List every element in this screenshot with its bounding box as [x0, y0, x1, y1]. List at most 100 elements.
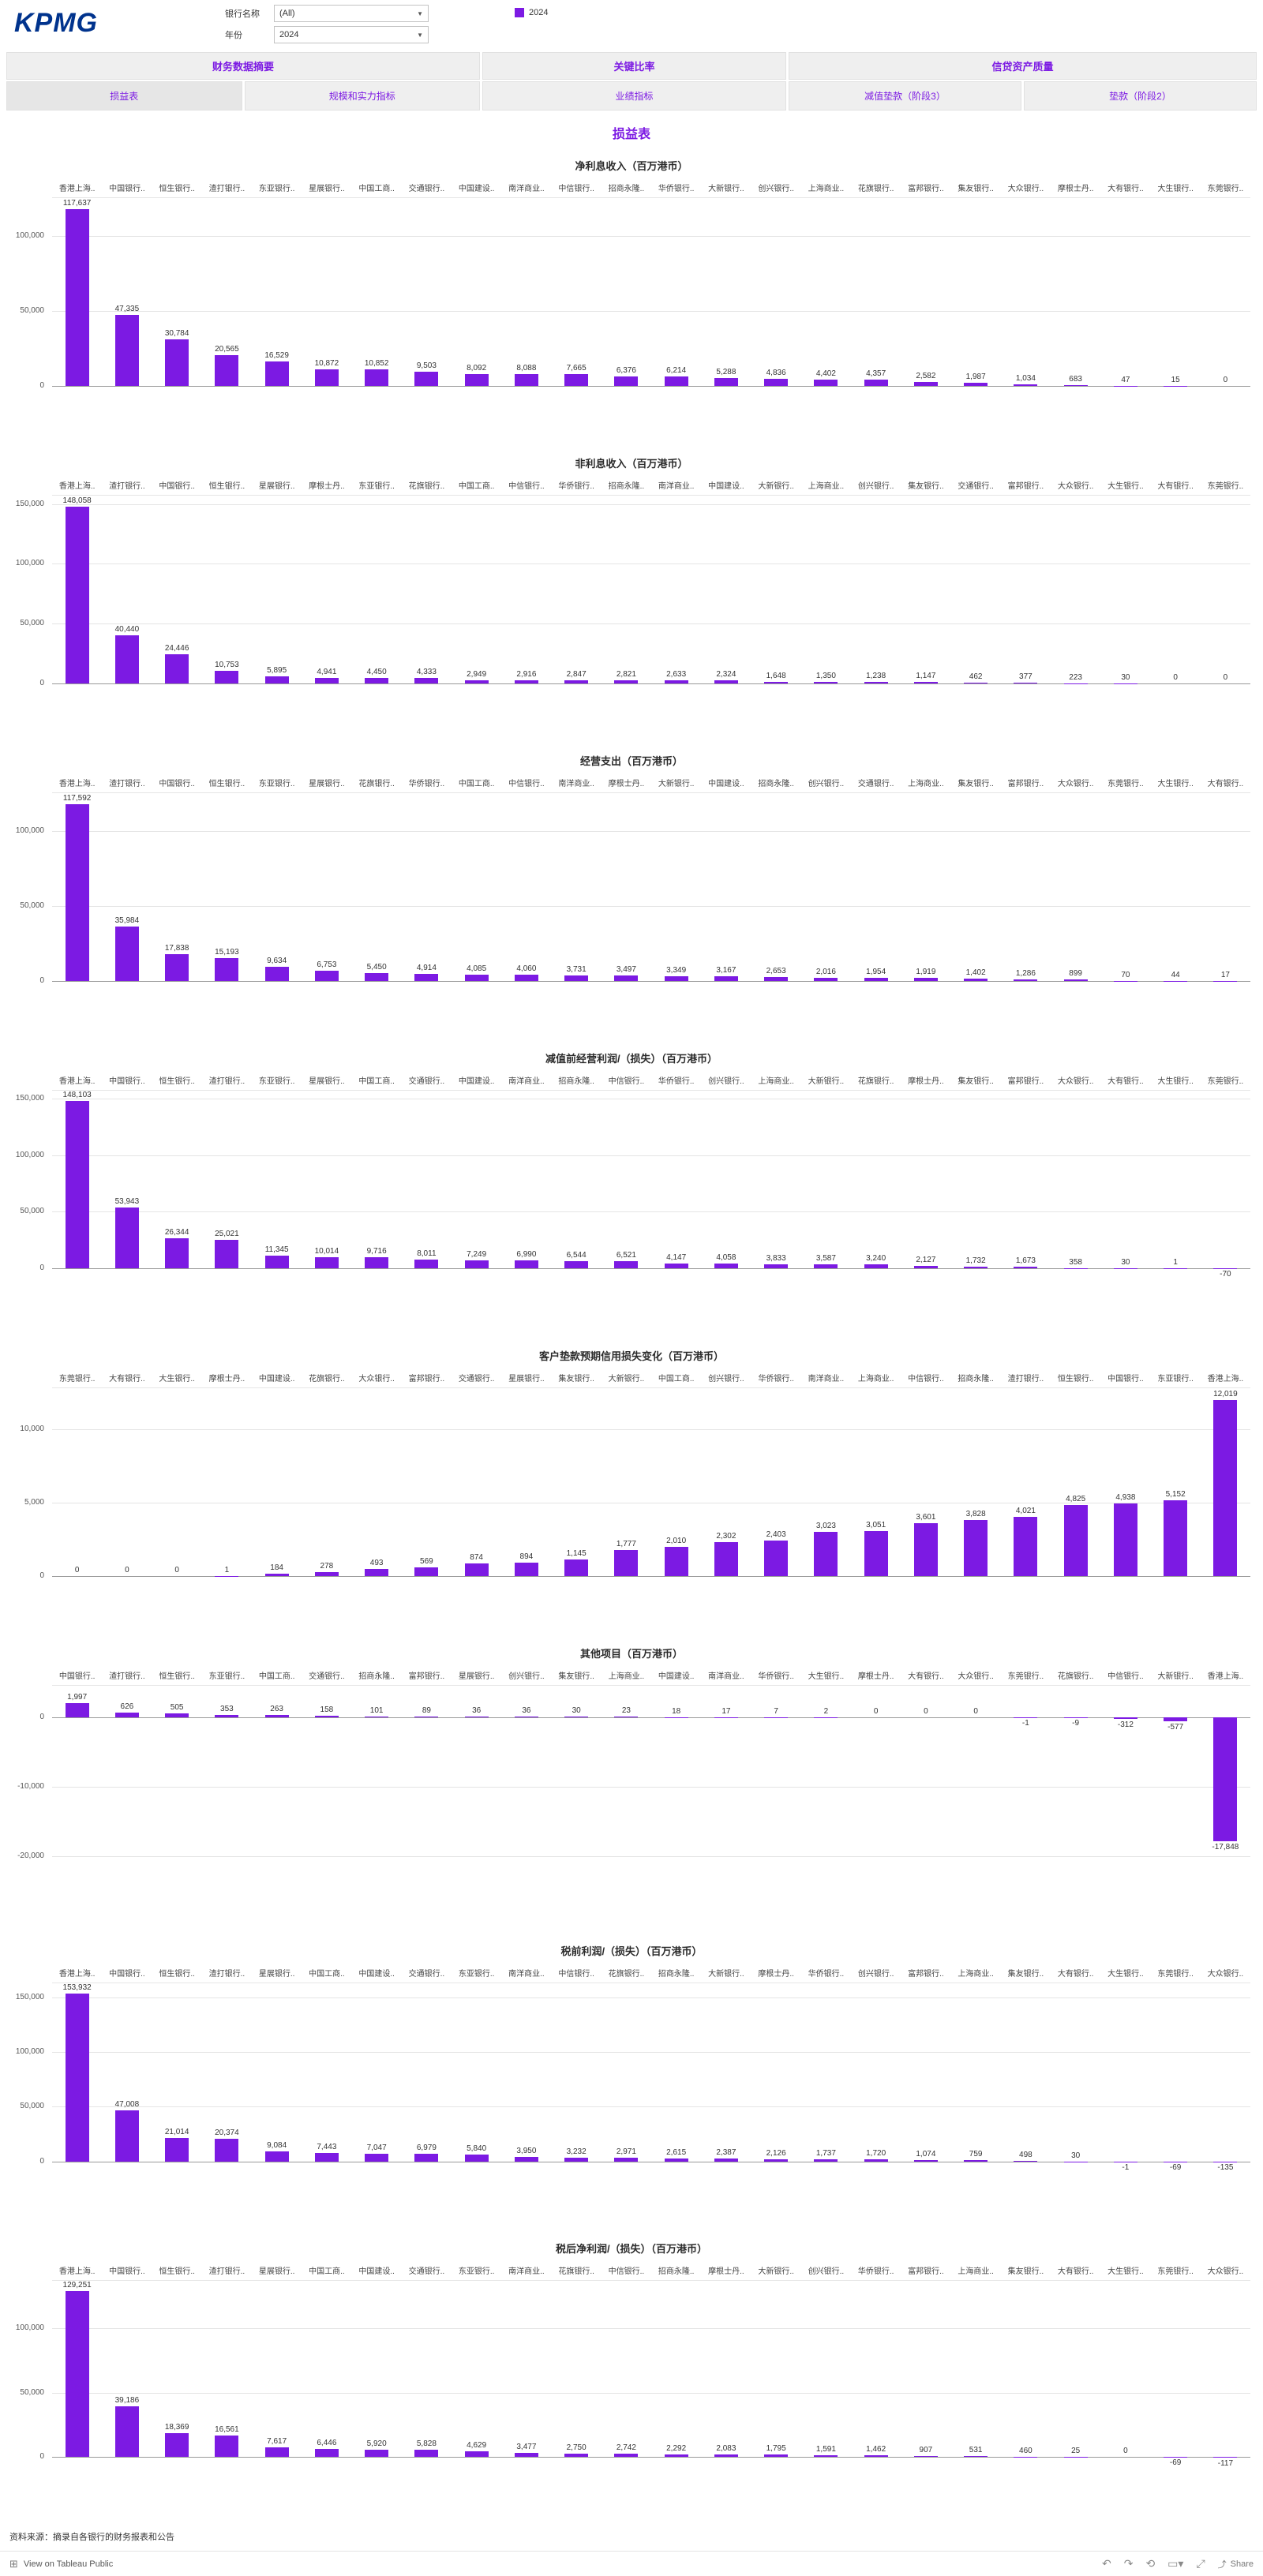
bar[interactable] [414, 2153, 439, 2162]
bar[interactable] [264, 2151, 289, 2162]
bar[interactable] [564, 680, 589, 683]
bar[interactable] [414, 973, 439, 981]
bar[interactable] [365, 2153, 389, 2162]
bar[interactable] [714, 1717, 738, 1718]
bar[interactable] [913, 1266, 938, 1269]
year-dropdown[interactable]: 2024 ▼ [274, 26, 429, 43]
bar[interactable] [464, 975, 489, 981]
bar[interactable] [1063, 1267, 1088, 1269]
year-legend[interactable]: 2024 [515, 8, 548, 17]
bar[interactable] [464, 373, 489, 386]
fullscreen-icon[interactable]: ⤢ [1196, 2557, 1205, 2570]
bar[interactable] [864, 978, 888, 981]
bar[interactable] [165, 1238, 189, 1269]
bar[interactable] [215, 958, 239, 981]
bar[interactable] [614, 680, 639, 683]
bar[interactable] [614, 1260, 639, 1269]
bar[interactable] [764, 1717, 789, 1718]
bar[interactable] [864, 1531, 888, 1576]
bar[interactable] [365, 1568, 389, 1576]
bar[interactable] [564, 1260, 589, 1269]
bar[interactable] [814, 978, 838, 981]
bar[interactable] [215, 354, 239, 386]
bar[interactable] [964, 1266, 988, 1269]
bar[interactable] [514, 680, 538, 683]
bar[interactable] [264, 1573, 289, 1576]
bar[interactable] [215, 2436, 239, 2458]
bar[interactable] [365, 369, 389, 386]
bar[interactable] [1014, 1517, 1038, 1576]
bar[interactable] [215, 1240, 239, 1269]
bar[interactable] [964, 979, 988, 981]
bar[interactable] [764, 1541, 789, 1576]
bar[interactable] [165, 1713, 189, 1717]
bar[interactable] [664, 975, 688, 981]
bar[interactable] [1164, 1717, 1188, 1721]
bar[interactable] [215, 670, 239, 683]
bar[interactable] [414, 1259, 439, 1269]
bar[interactable] [314, 971, 339, 981]
bar[interactable] [264, 966, 289, 981]
tab-impaired-advances-stage3[interactable]: 减值垫款（阶段3） [789, 81, 1021, 110]
bar[interactable] [464, 1260, 489, 1269]
bank-name-dropdown[interactable]: (All) ▼ [274, 5, 429, 22]
bar[interactable] [464, 2155, 489, 2162]
bar[interactable] [264, 1715, 289, 1717]
redo-icon[interactable]: ↷ [1123, 2557, 1134, 2570]
bar[interactable] [664, 1546, 688, 1576]
bar[interactable] [314, 1716, 339, 1717]
bar[interactable] [814, 681, 838, 683]
bar[interactable] [264, 1255, 289, 1269]
bar[interactable] [764, 378, 789, 386]
bar[interactable] [264, 2447, 289, 2458]
bar[interactable] [514, 975, 538, 981]
bar[interactable] [365, 972, 389, 981]
bar[interactable] [1213, 1717, 1238, 1841]
bar[interactable] [1113, 385, 1137, 387]
bar[interactable] [1213, 980, 1238, 982]
bar[interactable] [564, 1559, 589, 1576]
bar[interactable] [114, 635, 139, 683]
bar[interactable] [165, 954, 189, 981]
bar[interactable] [65, 1703, 89, 1717]
bar[interactable] [65, 804, 89, 981]
bar[interactable] [1164, 2457, 1188, 2458]
bar[interactable] [514, 2452, 538, 2458]
bar[interactable] [614, 975, 639, 981]
bar[interactable] [864, 2454, 888, 2458]
bar[interactable] [814, 379, 838, 386]
bar[interactable] [65, 1100, 89, 1269]
bar[interactable] [913, 2455, 938, 2458]
bar[interactable] [814, 1531, 838, 1576]
bar[interactable] [414, 1567, 439, 1576]
bar[interactable] [1063, 979, 1088, 981]
bar[interactable] [714, 2159, 738, 2162]
bar[interactable] [714, 1542, 738, 1576]
bar[interactable] [1063, 1717, 1088, 1718]
bar[interactable] [1063, 683, 1088, 684]
bar[interactable] [664, 376, 688, 386]
bar[interactable] [864, 379, 888, 386]
bar[interactable] [614, 1549, 639, 1576]
bar[interactable] [564, 374, 589, 386]
bar[interactable] [764, 976, 789, 981]
bar[interactable] [864, 682, 888, 683]
bar[interactable] [1014, 979, 1038, 981]
bar[interactable] [864, 2159, 888, 2162]
bar[interactable] [414, 678, 439, 683]
bar[interactable] [614, 2453, 639, 2458]
bar[interactable] [614, 376, 639, 386]
reset-icon[interactable]: ⟲ [1145, 2557, 1156, 2570]
bar[interactable] [65, 506, 89, 683]
bar[interactable] [714, 1264, 738, 1269]
bar[interactable] [215, 1575, 239, 1577]
bar[interactable] [514, 1260, 538, 1269]
bar[interactable] [1164, 385, 1188, 387]
bar[interactable] [1113, 1268, 1137, 1269]
bar[interactable] [514, 373, 538, 386]
bar[interactable] [664, 1264, 688, 1269]
bar[interactable] [1164, 980, 1188, 982]
bar[interactable] [264, 361, 289, 386]
bar[interactable] [215, 2139, 239, 2162]
bar[interactable] [514, 2157, 538, 2162]
